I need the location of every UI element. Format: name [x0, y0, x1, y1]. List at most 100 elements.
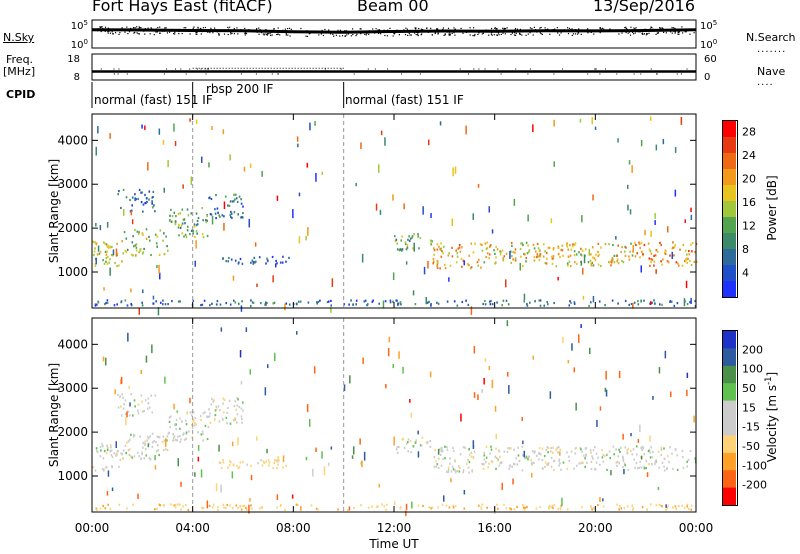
- echo-speck: [220, 484, 222, 493]
- echo-speck: [690, 297, 692, 304]
- echo-cell: [227, 466, 229, 469]
- noise-search-point: [252, 30, 254, 32]
- echo-cell: [451, 246, 453, 249]
- noise-search-point: [502, 27, 504, 29]
- echo-cell: [218, 420, 221, 423]
- echo-cell: [622, 459, 625, 462]
- noise-search-point: [560, 30, 562, 32]
- echo-cell: [552, 247, 555, 250]
- echo-speck: [182, 184, 184, 189]
- noise-search-point: [671, 30, 673, 32]
- echo-cell: [385, 508, 387, 511]
- echo-cell: [200, 304, 202, 307]
- noise-search-point: [185, 27, 187, 29]
- noise-search-point: [693, 32, 695, 34]
- echo-cell: [115, 454, 117, 457]
- echo-cell: [124, 249, 127, 252]
- power-colorbar-cell: [723, 233, 736, 250]
- echo-cell: [233, 200, 235, 203]
- velocity-colorbar-cell: [723, 452, 736, 471]
- echo-cell: [538, 250, 541, 253]
- echo-cell: [618, 508, 620, 511]
- echo-cell: [567, 255, 570, 258]
- echo-cell: [204, 411, 206, 414]
- echo-speck: [388, 336, 391, 343]
- noise-search-point: [420, 28, 422, 30]
- echo-cell: [201, 303, 204, 306]
- echo-cell: [581, 254, 583, 257]
- echo-cell: [690, 264, 693, 267]
- noise-search-point: [344, 35, 346, 37]
- noise-search-point: [138, 33, 140, 35]
- echo-cell: [131, 204, 133, 207]
- echo-cell: [484, 242, 487, 245]
- echo-cell: [437, 302, 440, 305]
- echo-cell: [643, 299, 645, 302]
- echo-speck: [665, 504, 667, 508]
- echo-cell: [490, 460, 493, 463]
- echo-cell: [522, 243, 524, 247]
- echo-speck: [331, 278, 334, 287]
- echo-cell: [651, 258, 654, 261]
- echo-cell: [458, 244, 461, 247]
- echo-cell: [484, 303, 487, 306]
- noise-search-point: [560, 32, 562, 34]
- echo-cell: [131, 241, 134, 244]
- echo-cell: [194, 421, 196, 424]
- echo-cell: [99, 455, 102, 458]
- echo-cell: [500, 251, 502, 254]
- echo-cell: [208, 504, 211, 507]
- echo-cell: [567, 248, 569, 251]
- echo-cell: [137, 409, 139, 412]
- echo-cell: [686, 505, 688, 508]
- noise-search-point: [525, 30, 528, 32]
- noise-search-point: [527, 33, 529, 35]
- echo-speck: [427, 260, 429, 269]
- echo-cell: [296, 303, 298, 306]
- echo-speck: [655, 269, 657, 274]
- echo-cell: [491, 461, 494, 464]
- noise-search-point: [552, 29, 554, 31]
- noise-search-point: [328, 29, 330, 31]
- echo-speck: [276, 494, 279, 500]
- cpid-label: CPID: [6, 88, 36, 101]
- echo-cell: [456, 304, 459, 307]
- echo-cell: [604, 304, 606, 307]
- echo-cell: [232, 464, 235, 467]
- echo-cell: [560, 468, 562, 471]
- echo-cell: [235, 504, 238, 507]
- echo-speck: [596, 419, 598, 427]
- noise-search-point: [633, 33, 635, 35]
- echo-cell: [141, 232, 144, 235]
- echo-cell: [557, 451, 559, 454]
- echo-cell: [521, 445, 524, 448]
- echo-cell: [348, 303, 350, 306]
- echo-cell: [110, 454, 113, 457]
- echo-cell: [190, 212, 193, 215]
- noise-search-point: [599, 27, 601, 29]
- echo-speck: [201, 156, 203, 163]
- nave-dotted-key: ....: [757, 77, 774, 88]
- noise-search-point: [366, 32, 368, 35]
- echo-speck: [232, 275, 235, 281]
- echo-cell: [163, 439, 166, 442]
- echo-cell: [433, 247, 435, 250]
- echo-cell: [453, 300, 456, 303]
- echo-cell: [694, 457, 696, 460]
- noise-search-point: [335, 34, 337, 36]
- echo-speck: [313, 366, 316, 374]
- noise-search-point: [117, 29, 119, 31]
- echo-cell: [660, 244, 662, 247]
- echo-cell: [449, 264, 452, 267]
- echo-cell: [468, 254, 471, 257]
- echo-cell: [149, 435, 151, 438]
- ytick-label: 3000: [57, 381, 88, 395]
- echo-cell: [147, 402, 149, 405]
- echo-cell: [468, 264, 470, 267]
- echo-cell: [94, 304, 97, 307]
- echo-speck: [375, 203, 378, 211]
- echo-cell: [94, 241, 96, 244]
- echo-cell: [505, 252, 508, 255]
- echo-speck: [180, 481, 182, 487]
- echo-cell: [307, 301, 310, 304]
